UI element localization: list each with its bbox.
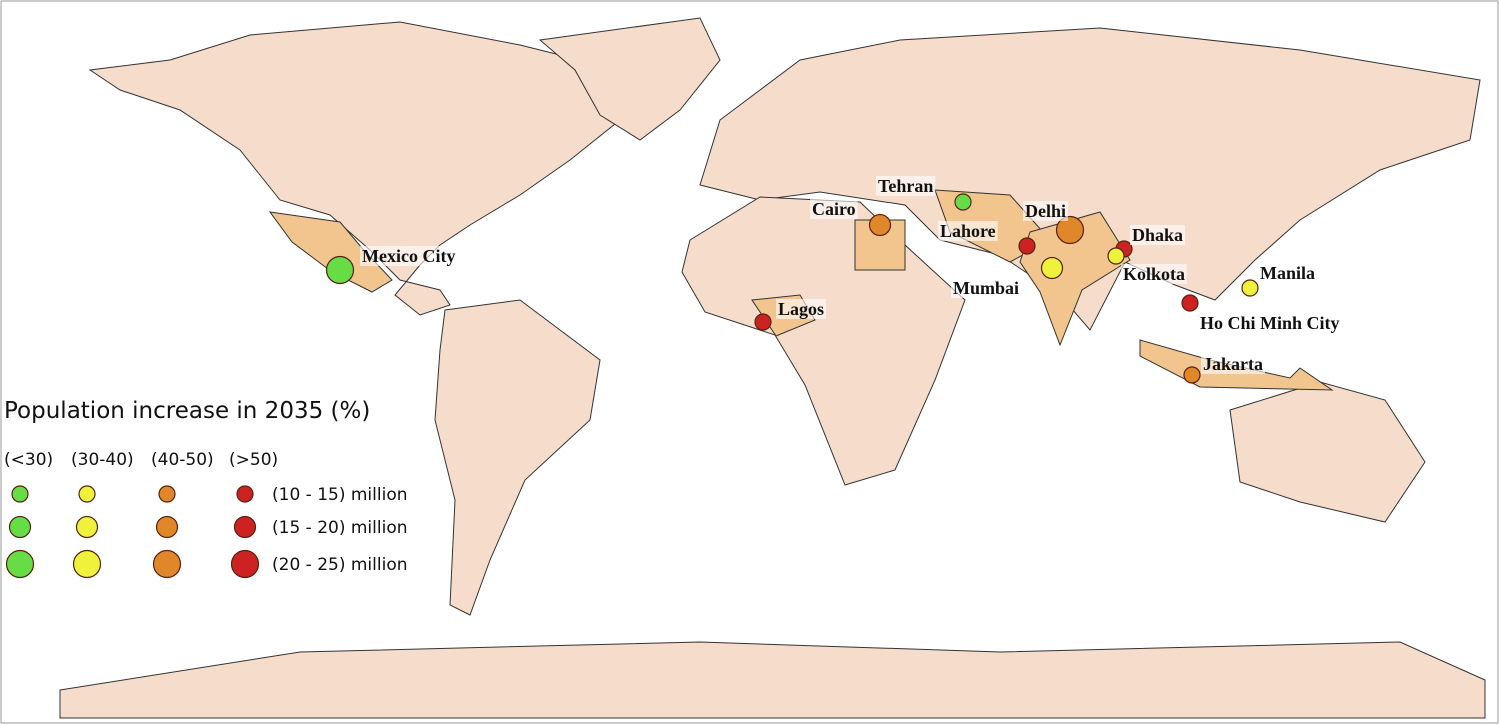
legend-symbol: [11, 485, 29, 503]
city-label-bg: [1201, 354, 1265, 374]
city-label-bg: [876, 176, 936, 196]
legend-growth-label: (30-40): [71, 450, 134, 470]
city-label-bg: [938, 221, 998, 241]
legend-symbol: [155, 515, 179, 539]
australia: [1229, 381, 1426, 523]
city-marker: [1241, 279, 1259, 297]
legend-symbol: [152, 549, 182, 579]
city-label: Cairo: [812, 199, 856, 219]
city-label: Delhi: [1025, 201, 1066, 221]
legend-symbol: [5, 549, 35, 579]
legend-symbol: [230, 549, 260, 579]
land: [59, 17, 1486, 719]
city-label: Mexico City: [362, 246, 455, 266]
south-america: [434, 299, 601, 616]
legend-symbol: [78, 485, 96, 503]
city-label: Kolkota: [1123, 264, 1185, 284]
legend-title: Population increase in 2035 (%): [4, 398, 370, 424]
city-label-bg: [951, 278, 1022, 298]
legend-symbol: [233, 515, 257, 539]
legend-symbol: [236, 485, 254, 503]
legend-size-label: (20 - 25) million: [272, 555, 408, 575]
city-label: Ho Chi Minh City: [1200, 313, 1340, 333]
city-marker: [1107, 247, 1125, 265]
legend-symbol: [75, 515, 99, 539]
city-label: Lahore: [940, 221, 996, 241]
city-marker: [954, 193, 972, 211]
mexico: [268, 211, 393, 293]
legend-size-label: (15 - 20) million: [272, 518, 408, 538]
legend-symbol: [72, 549, 102, 579]
city-label: Mumbai: [953, 278, 1019, 298]
city-label-bg: [810, 199, 858, 219]
city-marker: [1183, 366, 1201, 384]
antarctica: [59, 641, 1486, 719]
city-marker: [1055, 215, 1085, 245]
city-label: Dhaka: [1132, 225, 1183, 245]
eurasia: [699, 27, 1481, 331]
city-label: Tehran: [878, 176, 933, 196]
city-label-bg: [1121, 264, 1188, 284]
greenland: [538, 17, 721, 141]
legend-symbol: [8, 515, 32, 539]
city-marker: [754, 313, 772, 331]
city-label-bg: [1023, 201, 1069, 221]
city-marker: [1018, 237, 1036, 255]
legend-size-label: (10 - 15) million: [272, 485, 408, 505]
city-label-bg: [776, 299, 827, 319]
city-marker: [1040, 256, 1064, 280]
legend-symbol: [158, 485, 176, 503]
city-marker: [1181, 294, 1199, 312]
city-marker: [868, 213, 892, 237]
legend-growth-label: (>50): [229, 450, 278, 470]
legend-growth-label: (40-50): [151, 450, 214, 470]
city-label-bg: [1130, 225, 1186, 245]
city-label-bg: [360, 246, 458, 266]
city-marker: [325, 255, 355, 285]
city-label-bg: [1198, 313, 1342, 333]
city-label: Lagos: [778, 299, 824, 319]
city-label-bg: [1258, 263, 1318, 283]
city-label: Jakarta: [1203, 354, 1263, 374]
india: [1019, 211, 1131, 347]
legend-growth-label: (<30): [4, 450, 53, 470]
city-label: Manila: [1260, 263, 1315, 283]
